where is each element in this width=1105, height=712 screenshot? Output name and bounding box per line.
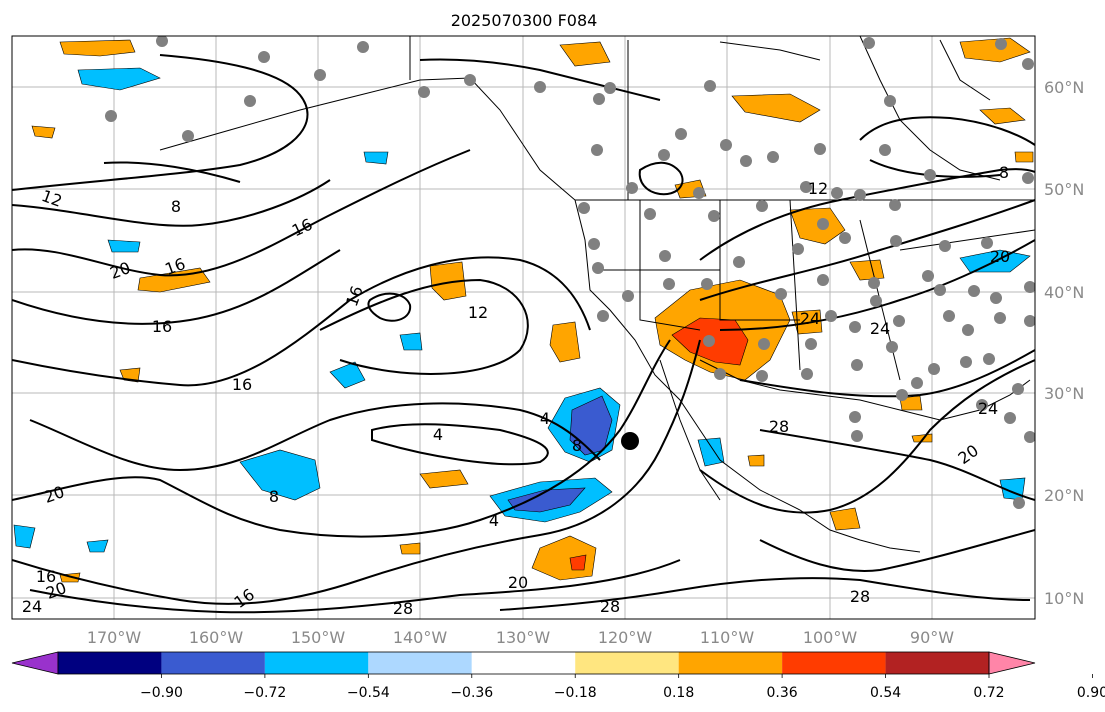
map-frame bbox=[11, 35, 1036, 620]
contour-label: 24 bbox=[22, 597, 42, 616]
lon-label: 100°W bbox=[803, 628, 858, 647]
lat-label: 20°N bbox=[1044, 486, 1084, 505]
colorbar-segment bbox=[471, 652, 576, 674]
colorbar-segment bbox=[58, 652, 162, 674]
contour-label: 16 bbox=[152, 317, 172, 336]
colorbar-tick-label: 0.72 bbox=[973, 685, 1004, 701]
lon-label: 160°W bbox=[189, 628, 244, 647]
colorbar-tick-label: −0.72 bbox=[243, 685, 286, 701]
contour-lines bbox=[12, 54, 1035, 614]
contour-label: 4 bbox=[540, 409, 550, 428]
colorbar-tick-label: −0.18 bbox=[554, 685, 597, 701]
contour-label: 20 bbox=[990, 247, 1010, 266]
contour-label: 8 bbox=[999, 163, 1009, 182]
lon-label: 150°W bbox=[291, 628, 346, 647]
colorbar-tick-label: −0.54 bbox=[347, 685, 390, 701]
colorbar-tick-label: 0.36 bbox=[767, 685, 798, 701]
contour-label: 16 bbox=[36, 567, 56, 586]
colorbar-extend-low bbox=[11, 651, 59, 675]
contour-label: 20 bbox=[508, 573, 528, 592]
colorbar-tick-label: −0.90 bbox=[140, 685, 183, 701]
contour-label: 28 bbox=[850, 587, 870, 606]
lon-label: 120°W bbox=[598, 628, 653, 647]
contour-label: 28 bbox=[769, 417, 789, 436]
contour-label: 16 bbox=[232, 375, 252, 394]
contour-label: 4 bbox=[433, 425, 443, 444]
colorbar-segment bbox=[885, 652, 989, 674]
contour-label: 8 bbox=[269, 487, 279, 506]
contour-label: 28 bbox=[393, 599, 413, 618]
contour-label: 24 bbox=[978, 399, 998, 418]
station-dots bbox=[105, 36, 1035, 509]
lat-label: 10°N bbox=[1044, 589, 1084, 608]
map-panel: 12 8 16 20 16 16 16 16 12 4 4 8 20 16 24… bbox=[12, 36, 1035, 619]
coastlines-and-borders bbox=[159, 36, 1035, 553]
contour-label: 24 bbox=[870, 319, 890, 338]
figure-title: 2025070300 F084 bbox=[451, 11, 598, 30]
contour-label: 8 bbox=[572, 436, 582, 455]
colorbar-tick-label: 0.18 bbox=[663, 685, 694, 701]
lon-label: 170°W bbox=[87, 628, 142, 647]
contour-label: 12 bbox=[468, 303, 488, 322]
colorbar-tick-label: −0.36 bbox=[450, 685, 493, 701]
colorbar-extend-high bbox=[988, 651, 1036, 675]
colorbar: −0.90 −0.72 −0.54 −0.36 −0.18 0.18 0.36 0.54 0.7… bbox=[11, 651, 1105, 701]
lat-label: 60°N bbox=[1044, 78, 1084, 97]
longitude-labels: 170°W 160°W 150°W 140°W 130°W 120°W 110°… bbox=[87, 628, 954, 647]
latitude-labels: 60°N 50°N 40°N 30°N 20°N 10°N bbox=[1044, 78, 1084, 608]
contour-label: 24 bbox=[800, 309, 820, 328]
lat-label: 50°N bbox=[1044, 180, 1084, 199]
colorbar-segment bbox=[161, 652, 265, 674]
colorbar-segment bbox=[575, 652, 679, 674]
colorbar-tick-label: 0.90 bbox=[1077, 685, 1105, 701]
lat-label: 30°N bbox=[1044, 384, 1084, 403]
contour-label: 4 bbox=[489, 511, 499, 530]
lon-label: 130°W bbox=[496, 628, 551, 647]
contour-label: 12 bbox=[808, 179, 828, 198]
colorbar-segment bbox=[782, 652, 886, 674]
lon-label: 110°W bbox=[700, 628, 755, 647]
colorbar-tick-label: 0.54 bbox=[870, 685, 901, 701]
colorbar-segment bbox=[678, 652, 783, 674]
lon-label: 140°W bbox=[393, 628, 448, 647]
storm-center-marker bbox=[621, 432, 639, 450]
colorbar-segment bbox=[368, 652, 472, 674]
colorbar-frame bbox=[57, 651, 990, 675]
contour-label: 8 bbox=[171, 197, 181, 216]
lat-label: 40°N bbox=[1044, 283, 1084, 302]
lon-label: 90°W bbox=[910, 628, 954, 647]
contour-label: 28 bbox=[600, 597, 620, 616]
contour-labels: 12 8 16 20 16 16 16 16 12 4 4 8 20 16 24… bbox=[22, 163, 1010, 618]
colorbar-segment bbox=[264, 652, 369, 674]
